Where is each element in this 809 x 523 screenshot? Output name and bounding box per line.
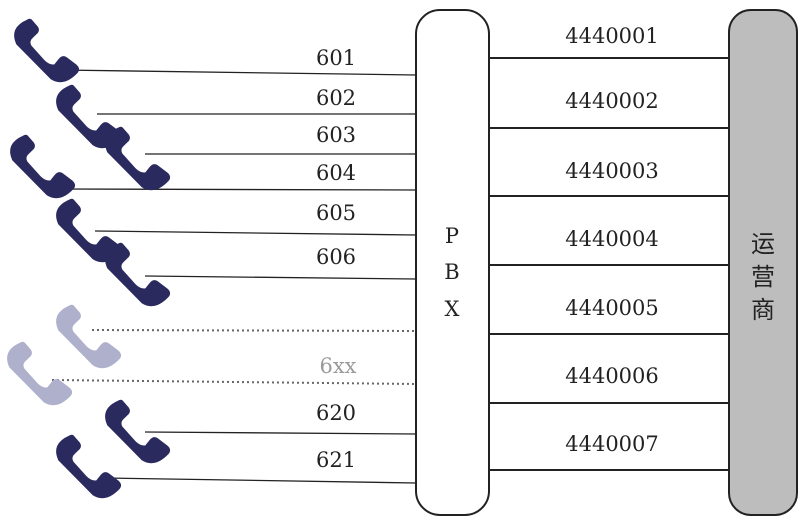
trunk-number: 4440001 <box>565 24 659 48</box>
phone-handset-icon <box>51 424 124 509</box>
extension-label: 603 <box>316 123 356 147</box>
extension-line <box>91 329 417 332</box>
trunk-number: 4440006 <box>565 364 659 388</box>
extension-line <box>144 275 417 280</box>
extension-line <box>51 379 417 385</box>
extension-line <box>59 69 417 76</box>
extension-label: 604 <box>316 161 356 185</box>
phone-handset-icon <box>5 124 78 209</box>
extension-label: 6xx <box>319 354 356 378</box>
trunk-lines <box>489 57 729 471</box>
trunk-labels: 4440001 4440002 4440003 4440004 4440005 … <box>565 24 659 456</box>
extension-labels: 601 602 603 604 605 606 6xx 620 621 <box>316 46 357 472</box>
extension-label: 606 <box>316 245 356 269</box>
phone-handset-icon <box>2 331 75 416</box>
carrier-box <box>728 9 798 516</box>
extension-label: 602 <box>316 86 356 110</box>
pbx-label: P B X <box>444 224 459 321</box>
pbx-box <box>415 9 490 516</box>
trunk-number: 4440005 <box>565 296 659 320</box>
extension-lines <box>51 69 417 484</box>
extension-label: 621 <box>316 448 356 472</box>
extension-line <box>57 188 417 191</box>
phone-handset-icon <box>51 294 124 379</box>
carrier-char: 运 <box>751 230 775 258</box>
phone-handset-icon <box>9 8 82 93</box>
carrier-char: 商 <box>751 296 775 324</box>
trunk-number: 4440002 <box>565 89 659 113</box>
extension-label: 605 <box>316 201 356 225</box>
phones <box>2 8 173 509</box>
trunk-number: 4440007 <box>565 432 659 456</box>
pbx-letter: P <box>445 224 459 248</box>
trunk-number: 4440004 <box>565 227 659 251</box>
extension-line <box>104 477 417 484</box>
carrier-label: 运 营 商 <box>751 230 775 324</box>
carrier-char: 营 <box>751 263 775 291</box>
pbx-letter: B <box>444 260 459 284</box>
trunk-number: 4440003 <box>565 159 659 183</box>
extension-line <box>144 431 417 435</box>
extension-label: 601 <box>316 46 356 70</box>
extension-line <box>94 230 417 236</box>
pbx-letter: X <box>445 297 460 321</box>
extension-label: 620 <box>316 401 356 425</box>
